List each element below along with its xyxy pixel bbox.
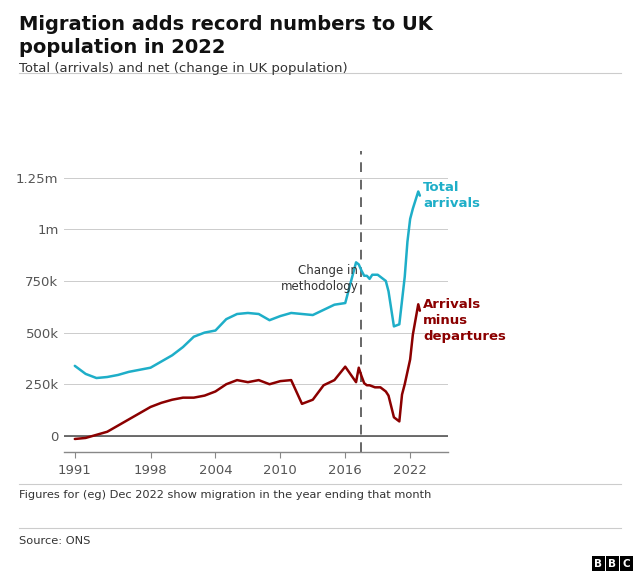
Text: Total (arrivals) and net (change in UK population): Total (arrivals) and net (change in UK p… [19,62,348,75]
Text: C: C [623,559,630,569]
Text: Source: ONS: Source: ONS [19,536,91,546]
Text: population in 2022: population in 2022 [19,38,226,57]
Text: B: B [595,559,602,569]
Text: B: B [609,559,616,569]
Text: Arrivals
minus
departures: Arrivals minus departures [423,298,506,343]
Text: Total
arrivals: Total arrivals [423,181,480,210]
Text: Change in
methodology: Change in methodology [280,264,358,293]
Text: Migration adds record numbers to UK: Migration adds record numbers to UK [19,14,433,34]
Text: Figures for (eg) Dec 2022 show migration in the year ending that month: Figures for (eg) Dec 2022 show migration… [19,490,431,500]
